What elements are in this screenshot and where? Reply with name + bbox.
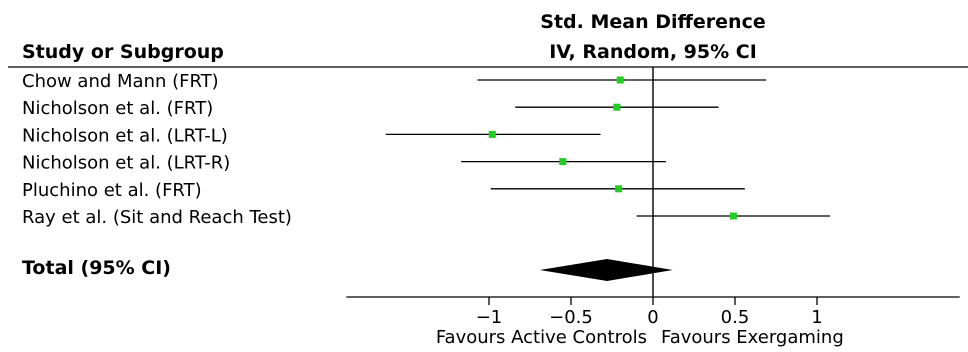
x-tick-label: −0.5 (549, 307, 593, 328)
favours-left-label: Favours Active Controls (436, 327, 647, 348)
study-label: Nicholson et al. (LRT-L) (22, 125, 228, 146)
effect-header-line1: Std. Mean Difference (540, 11, 765, 33)
x-axis: −1 −0.5 0 0.5 1 (346, 67, 960, 328)
effect-header-line2: IV, Random, 95% CI (549, 41, 757, 63)
total-diamond (539, 259, 673, 281)
study-point (615, 185, 623, 193)
study-label: Ray et al. (Sit and Reach Test) (22, 207, 292, 228)
x-tick-label: 0.5 (721, 307, 750, 328)
study-point (488, 130, 496, 138)
x-tick-label: 1 (811, 307, 822, 328)
study-column-header: Study or Subgroup (22, 41, 224, 63)
study-label: Chow and Mann (FRT) (22, 71, 219, 92)
favours-right-label: Favours Exergaming (661, 327, 844, 348)
study-label: Nicholson et al. (LRT-R) (22, 153, 230, 174)
total-label: Total (95% CI) (22, 257, 171, 279)
study-point (729, 212, 737, 220)
x-tick-label: −1 (476, 307, 503, 328)
study-rows: Chow and Mann (FRT) Nicholson et al. (FRT… (22, 71, 831, 228)
study-label: Pluchino et al. (FRT) (22, 180, 202, 201)
study-point (616, 76, 624, 84)
x-tick-label: 0 (647, 307, 658, 328)
study-label: Nicholson et al. (FRT) (22, 98, 213, 119)
study-point (613, 103, 621, 111)
study-point (559, 158, 567, 166)
